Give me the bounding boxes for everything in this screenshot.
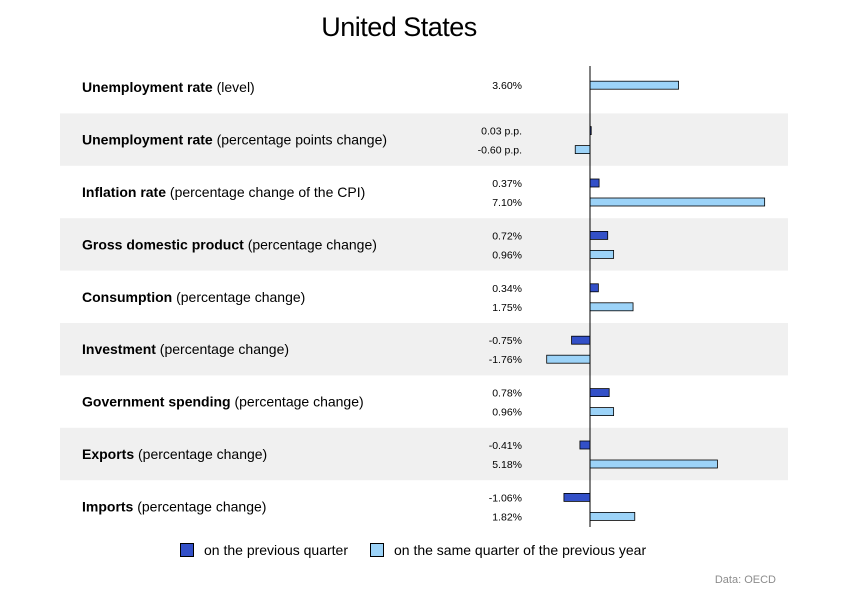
value-label-quarter: -0.75% (489, 335, 522, 347)
value-label-year: 7.10% (492, 197, 522, 209)
bar-quarter (589, 230, 609, 240)
bar-year (574, 145, 591, 155)
value-label-year: -1.76% (489, 354, 522, 366)
bar-chart: Unemployment rate (level) 3.60% Unemployme… (60, 66, 788, 527)
value-label-year: 1.82% (492, 511, 522, 523)
bar-year (589, 512, 636, 521)
category-label: Unemployment rate (level) (82, 79, 255, 95)
row-band (60, 113, 788, 166)
legend-label-year: on the same quarter of the previous year (393, 542, 647, 558)
bar-year (589, 459, 718, 469)
bar-year (589, 407, 615, 417)
bar-quarter (589, 283, 599, 293)
bar-quarter (589, 178, 600, 188)
bar-year (589, 302, 634, 312)
category-label: Exports (percentage change) (82, 446, 267, 462)
legend-swatch-year (369, 543, 384, 557)
value-label-quarter: 0.72% (492, 230, 522, 242)
row-band (60, 323, 788, 376)
bar-quarter (589, 388, 610, 398)
value-label-quarter: 0.34% (492, 283, 522, 295)
legend-label-quarter: on the previous quarter (204, 542, 348, 558)
legend: on the previous quarter on the same quar… (180, 542, 668, 558)
value-label-quarter: 0.78% (492, 388, 522, 400)
value-label-year: 5.18% (492, 459, 522, 471)
bar-year (589, 249, 615, 259)
chart-title: United States (321, 12, 477, 42)
row-band (60, 218, 788, 271)
value-label-year: -0.60 p.p. (478, 145, 522, 157)
category-label: Government spending (percentage change) (82, 394, 364, 410)
bar-quarter (579, 440, 591, 450)
legend-swatch-quarter (180, 543, 194, 557)
row-band (60, 427, 788, 481)
bar-quarter (571, 335, 591, 345)
value-label-quarter: -1.06% (489, 492, 522, 504)
category-label: Unemployment rate (percentage points cha… (82, 132, 387, 148)
bar-quarter (563, 492, 591, 502)
bar-year (589, 80, 679, 90)
category-label: Imports (percentage change) (82, 498, 266, 514)
value-label-year: 0.96% (492, 249, 522, 261)
category-label: Investment (percentage change) (82, 341, 289, 357)
category-label: Gross domestic product (percentage chang… (82, 236, 377, 252)
category-label: Inflation rate (percentage change of the… (82, 184, 365, 200)
bar-year (589, 197, 766, 207)
legend-item-quarter: on the previous quarter (180, 542, 348, 558)
value-label-year: 1.75% (492, 302, 522, 314)
value-label-quarter: -0.41% (489, 440, 522, 452)
data-source: Data: OECD (714, 574, 776, 586)
bar-year (546, 354, 591, 364)
value-label-year: 0.96% (492, 407, 522, 419)
value-label-quarter: 0.37% (492, 178, 522, 190)
value-label-year: 3.60% (492, 80, 522, 92)
value-label-quarter: 0.03 p.p. (481, 126, 522, 138)
category-label: Consumption (percentage change) (82, 289, 305, 305)
legend-item-year: on the same quarter of the previous year (369, 542, 647, 558)
